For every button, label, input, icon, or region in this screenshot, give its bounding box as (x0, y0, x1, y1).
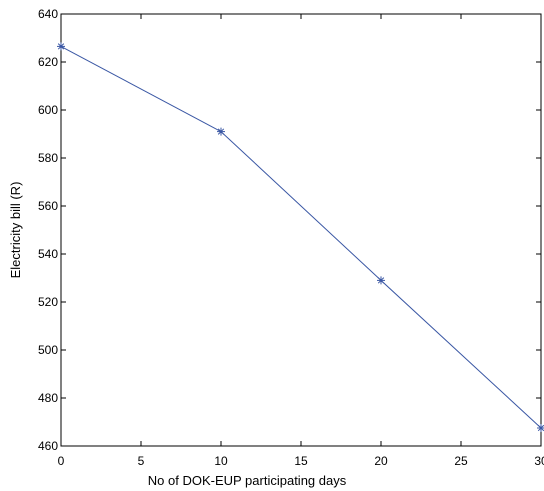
y-axis-label: Electricity bill (R) (8, 182, 23, 279)
x-tick-label: 5 (138, 454, 145, 468)
y-tick-label: 560 (38, 199, 58, 213)
y-tick-label: 600 (38, 103, 58, 117)
y-tick-label: 540 (38, 247, 58, 261)
x-tick-label: 0 (58, 454, 65, 468)
series-line (60, 45, 542, 429)
x-tick-label: 30 (534, 454, 544, 468)
x-tick-label: 20 (374, 454, 388, 468)
x-tick-label: 25 (454, 454, 468, 468)
x-tick-label: 10 (214, 454, 228, 468)
y-tick-label: 620 (38, 55, 58, 69)
data-point-marker (377, 276, 385, 285)
y-tick-label: 460 (38, 439, 58, 453)
y-tick-label: 500 (38, 343, 58, 357)
y-tick-label: 640 (38, 7, 58, 21)
data-point-marker (57, 42, 65, 51)
x-axis-label: No of DOK-EUP participating days (148, 473, 347, 488)
y-axis-ticks: 460 480 500 520 540 560 580 600 620 640 (38, 7, 541, 453)
x-axis-ticks: 0 5 10 15 20 25 30 (58, 14, 544, 468)
data-point-marker (217, 127, 225, 136)
series-group (57, 42, 544, 432)
y-tick-label: 580 (38, 151, 58, 165)
y-tick-label: 480 (38, 391, 58, 405)
x-tick-label: 15 (294, 454, 308, 468)
y-tick-label: 520 (38, 295, 58, 309)
plot-area (60, 13, 542, 447)
